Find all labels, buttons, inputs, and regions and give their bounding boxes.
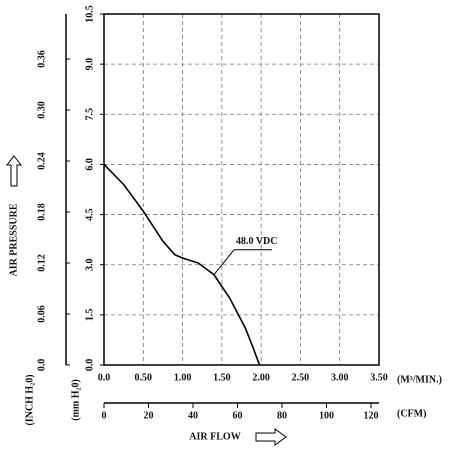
y-tick-label: 4.5 xyxy=(84,208,95,221)
y-tick-label: 9.0 xyxy=(84,58,95,71)
y2-tick-label: 0.18 xyxy=(36,203,47,221)
x2-tick-label: 80 xyxy=(277,410,287,421)
x-tick-label: 3.00 xyxy=(331,372,349,383)
x2-tick-label: 0 xyxy=(102,410,107,421)
y-tick-label: 10.5 xyxy=(84,5,95,23)
x-tick-label: 0.50 xyxy=(135,372,153,383)
leader xyxy=(213,249,235,276)
x-axis-title: AIR FLOW xyxy=(189,431,240,442)
y2-tick-label: 0.36 xyxy=(36,50,47,67)
up-arrow xyxy=(5,155,23,187)
y2-tick-label: 0.30 xyxy=(36,101,47,119)
x-tick-label: 0.0 xyxy=(98,372,111,383)
y2-tick-label: 0.24 xyxy=(36,152,47,170)
y-tick-label: 1.5 xyxy=(84,309,95,322)
y2-tick-label: 0.12 xyxy=(36,254,47,272)
x2-tick-label: 60 xyxy=(232,410,242,421)
y2-tick-label: 0.06 xyxy=(36,305,47,323)
series-label: 48.0 VDC xyxy=(236,236,277,247)
x2-unit: (CFM) xyxy=(397,408,426,419)
x2-tick-label: 20 xyxy=(143,410,153,421)
x-tick-label: 3.50 xyxy=(370,372,388,383)
x2-tick-label: 100 xyxy=(319,410,334,421)
x2-tick-label: 120 xyxy=(363,410,378,421)
x-unit: (M³/MIN.) xyxy=(397,374,442,385)
x2-tick-label: 40 xyxy=(188,410,198,421)
x-tick-label: 2.50 xyxy=(292,372,310,383)
y2-tick-label: 0.0 xyxy=(36,359,47,372)
y-tick-label: 6.0 xyxy=(84,158,95,171)
curve xyxy=(103,163,261,366)
y-unit: (mm H₂0) xyxy=(70,379,81,421)
y-tick-label: 3.0 xyxy=(84,258,95,271)
y-tick-label: 7.5 xyxy=(84,108,95,121)
x-tick-label: 1.50 xyxy=(213,372,231,383)
y2-unit: (INCH H₂0) xyxy=(24,374,35,425)
x-tick-label: 1.00 xyxy=(174,372,192,383)
y-axis-title: AIR PRESSURE xyxy=(8,203,19,276)
y-tick-label: 0.0 xyxy=(84,359,95,372)
x-tick-label: 2.00 xyxy=(252,372,270,383)
plot-frame xyxy=(103,13,380,366)
right-arrow xyxy=(255,428,287,446)
